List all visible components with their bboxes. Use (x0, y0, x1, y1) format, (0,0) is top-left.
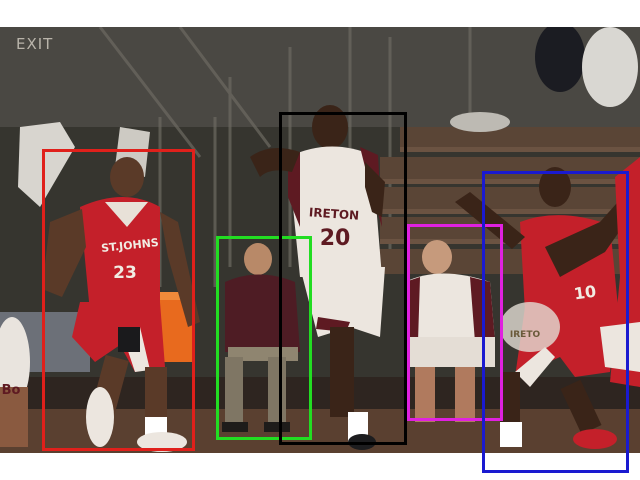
bench-sign-ireton: IRETO (509, 330, 541, 340)
bounding-box-red (42, 149, 195, 451)
bounding-box-blue (482, 171, 629, 473)
exit-sign: EXIT (16, 35, 54, 53)
bounding-box-green (216, 236, 312, 440)
basketball-photo: EXIT ST.JOHNS 23 IRETON 20 10 Bo IRETO (0, 27, 640, 453)
jersey-number-20: 20 (319, 226, 351, 251)
photo-scene (0, 27, 640, 453)
bounding-box-black (279, 112, 407, 445)
jersey-text-bo: Bo (1, 383, 21, 398)
bounding-box-magenta (407, 224, 503, 421)
jersey-number-23: 23 (113, 263, 137, 283)
